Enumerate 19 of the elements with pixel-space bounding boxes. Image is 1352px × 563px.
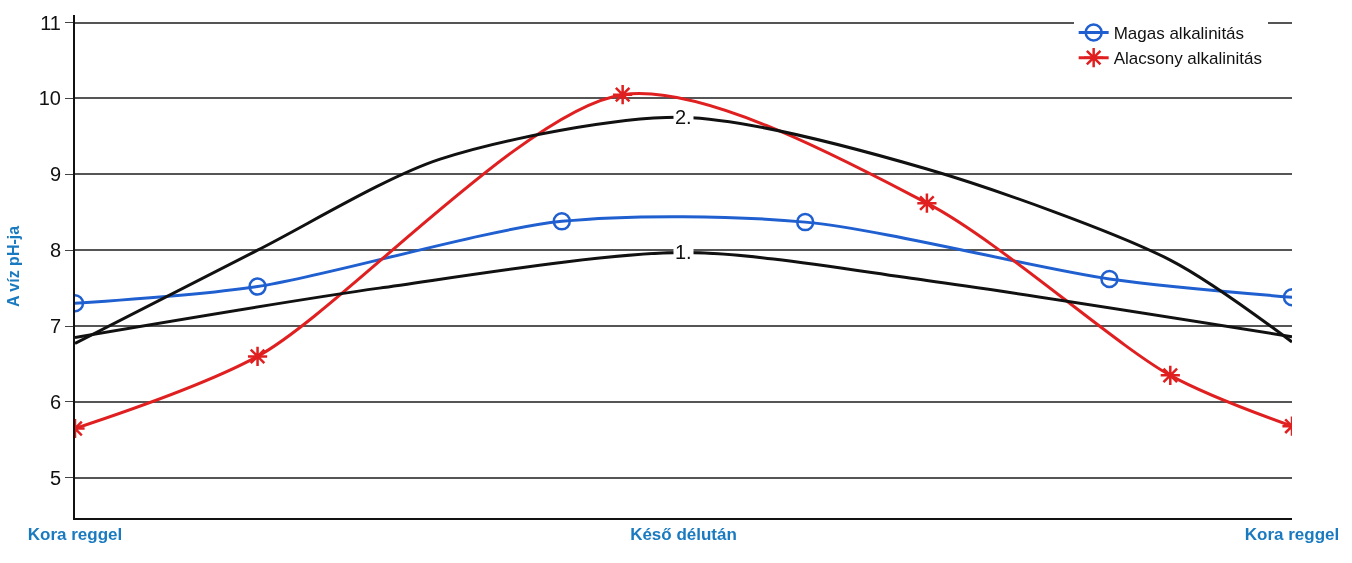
y-axis-title: A víz pH-ja [5, 225, 23, 308]
y-tick-label: 10 [38, 87, 61, 110]
y-tick-label: 6 [49, 390, 61, 413]
point [611, 83, 634, 106]
x-tick-label: Kora reggel [1244, 525, 1340, 545]
annotation: 2. [675, 106, 692, 128]
legend-label: Magas alkalinitás [1113, 24, 1245, 44]
legend-label: Alacsony alkalinitás [1113, 49, 1263, 69]
y-tick-label: 8 [49, 239, 61, 262]
y-tick-label: 5 [49, 466, 61, 489]
x-tick-label: Kora reggel [27, 525, 123, 545]
x-tick-label: Késő délután [630, 525, 737, 545]
point [552, 212, 572, 231]
y-tick-label: 7 [49, 315, 61, 338]
point [916, 192, 938, 214]
y-tick-label: 9 [49, 163, 61, 186]
point [795, 212, 815, 232]
y-tick-label: 11 [40, 11, 61, 34]
annotation: 1. [675, 241, 692, 263]
